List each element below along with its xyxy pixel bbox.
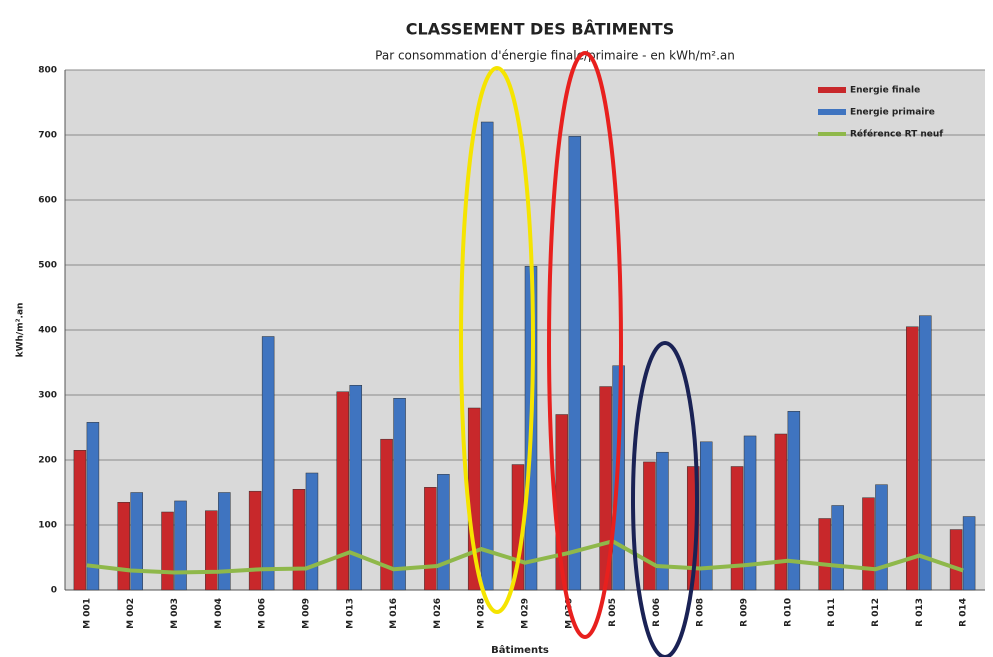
y-tick-label: 700 [38,131,57,141]
bar [261,336,275,591]
bar [818,518,831,591]
y-tick-label: 300 [38,391,57,401]
bar [174,500,187,591]
bar [205,510,218,591]
bar [774,433,788,591]
bar [437,474,450,591]
bar [349,385,363,591]
line [86,539,964,575]
x-tick-label: R 013 [915,598,925,627]
y-tick-label: 0 [51,586,57,596]
y-tick-label: 400 [38,326,57,336]
legend-swatch [818,109,846,115]
bar [292,489,306,591]
bar [424,487,437,591]
x-tick-label: M 009 [301,598,311,629]
x-tick-label: M 013 [345,598,355,629]
bar [117,502,130,591]
bar [73,450,87,591]
y-tick-label: 500 [38,261,57,271]
bar [130,492,143,591]
x-tick-label: M 028 [477,598,487,629]
y-tick-label: 800 [38,66,57,76]
x-tick-label: M 003 [170,598,180,629]
x-tick-label: M 001 [82,598,92,629]
x-tick-label: R 006 [652,598,662,627]
y-axis-label: kWh/m².an [16,303,26,358]
bar [699,441,713,591]
highlight-ellipse [459,66,535,614]
bar [919,315,932,591]
x-tick-label: R 008 [696,598,706,627]
legend-swatch [818,87,846,93]
x-tick-label: M 004 [214,598,224,629]
x-tick-label: M 002 [126,598,136,629]
legend-label: Energie primaire [850,108,935,118]
highlight-ellipse [547,51,623,639]
bar [393,398,406,591]
x-tick-label: R 014 [959,598,969,627]
bar [305,472,319,591]
x-tick-label: R 011 [827,598,837,627]
x-tick-label: M 016 [389,598,399,629]
bar [656,451,669,591]
x-tick-label: R 005 [608,598,618,627]
x-tick-label: M 026 [433,598,443,629]
legend-label: Energie finale [850,86,920,96]
x-tick-label: M 006 [258,598,268,629]
bar [568,136,582,591]
legend-label: Référence RT neuf [850,129,943,140]
bar [743,435,757,591]
x-tick-label: R 010 [783,598,793,627]
bar [787,411,801,591]
plot: 0 100 200 300 400 500 600 700 800 M 001 M 002 M 003… [38,66,985,629]
bar [831,505,844,591]
highlight-ellipse [631,341,699,657]
chart-title: CLASSEMENT DES BÂTIMENTS [406,20,675,39]
x-tick-label: M 029 [521,598,531,629]
bar [962,516,976,591]
y-tick-label: 200 [38,456,57,466]
bar [218,492,231,591]
bar [86,422,100,591]
bar [467,407,481,591]
y-tick-label: 100 [38,521,57,531]
bar [248,490,262,591]
bar [336,391,350,591]
bar [875,484,888,591]
bar [949,529,963,591]
bar [643,461,656,591]
bar [862,497,875,591]
bar [380,438,393,591]
x-tick-label: R 009 [740,598,750,627]
y-tick-label: 600 [38,196,57,206]
chart-subtitle: Par consommation d'énergie finale/primai… [375,49,735,63]
bar [730,466,744,591]
bar [906,326,919,591]
x-tick-label: R 012 [871,598,881,627]
bar [161,511,174,591]
bar [480,121,494,591]
x-axis-label: Bâtiments [491,644,549,656]
